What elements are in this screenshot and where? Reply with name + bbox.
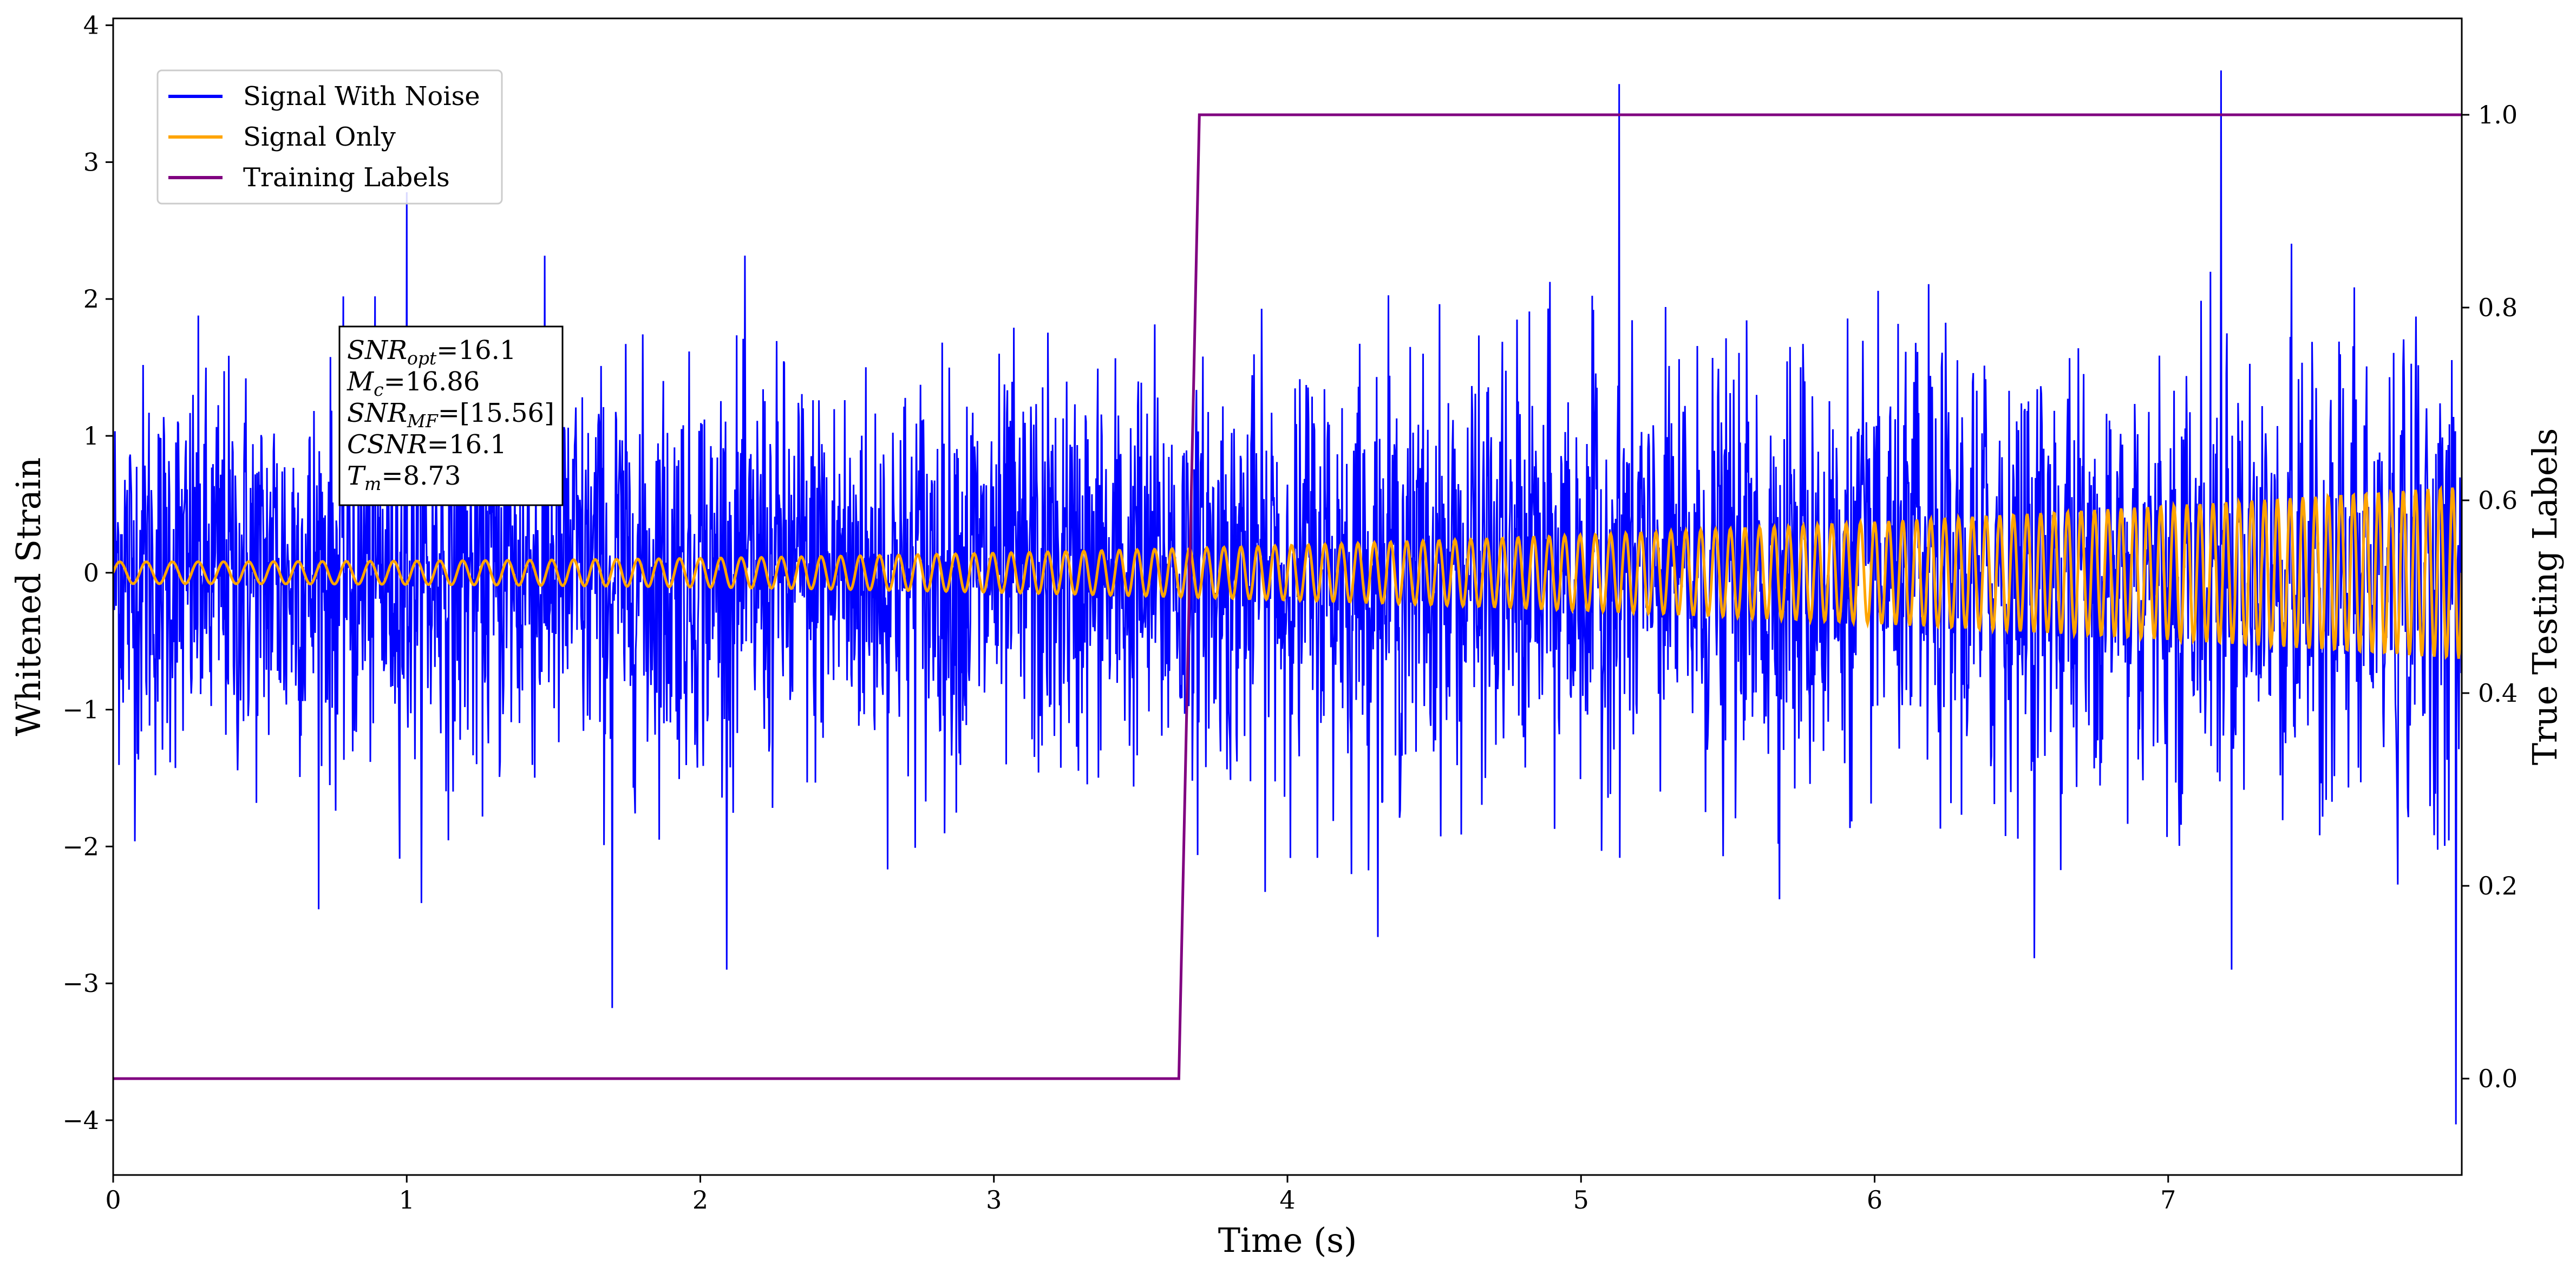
annotation-box: SNRopt=16.1Mc=16.86SNRMF=[15.56]CSNR=16.… bbox=[338, 325, 564, 506]
y-tick-label: 3 bbox=[83, 147, 99, 177]
annotation-line: Mc=16.86 bbox=[346, 367, 480, 400]
y-tick-label: 0 bbox=[83, 558, 99, 587]
y2-axis-label: True Testing Labels bbox=[2525, 428, 2565, 766]
x-tick-label: 2 bbox=[692, 1185, 708, 1215]
y2-tick-label: 0.4 bbox=[2478, 678, 2518, 708]
y2-tick-label: 0.0 bbox=[2478, 1064, 2518, 1093]
y2-tick-label: 0.2 bbox=[2478, 871, 2518, 900]
annotation-line: SNRopt=16.1 bbox=[347, 335, 516, 369]
y-axis-right: 0.0 0.2 0.4 0.6 0.8 1.0 bbox=[2462, 100, 2518, 1093]
legend-label: Training Labels bbox=[243, 162, 450, 193]
y-tick-label: −2 bbox=[62, 832, 99, 861]
x-tick-label: 6 bbox=[1867, 1185, 1882, 1215]
legend: Signal With Noise Signal Only Training Lab… bbox=[156, 69, 503, 205]
y-tick-label: −3 bbox=[62, 969, 99, 998]
y-axis-left: −4 −3 −2 −1 0 1 2 3 4 bbox=[62, 11, 113, 1135]
plot-series-layer bbox=[113, 70, 2462, 1125]
y-tick-label: −4 bbox=[62, 1106, 99, 1135]
series-signal-only bbox=[113, 485, 2462, 660]
legend-label: Signal With Noise bbox=[243, 81, 480, 112]
x-tick-label: 0 bbox=[105, 1185, 121, 1215]
series-training-labels bbox=[113, 113, 2462, 1080]
annotation-line: Tm=8.73 bbox=[347, 461, 461, 494]
x-tick-label: 3 bbox=[986, 1185, 1002, 1215]
legend-frame bbox=[156, 69, 503, 205]
annotation-frame bbox=[338, 325, 564, 506]
y-tick-label: 1 bbox=[83, 421, 99, 451]
y2-tick-label: 0.8 bbox=[2478, 293, 2518, 322]
annotation-line: CSNR=16.1 bbox=[347, 429, 507, 460]
legend-label: Signal Only bbox=[243, 122, 396, 152]
x-tick-label: 7 bbox=[2160, 1185, 2176, 1215]
x-axis-label: Time (s) bbox=[1218, 1220, 1357, 1260]
y2-tick-label: 0.6 bbox=[2478, 486, 2518, 515]
y-tick-label: 4 bbox=[83, 11, 99, 40]
y2-tick-label: 1.0 bbox=[2478, 100, 2518, 129]
y-tick-label: 2 bbox=[83, 284, 99, 314]
x-tick-label: 5 bbox=[1573, 1185, 1589, 1215]
y-axis-label: Whitened Strain bbox=[9, 458, 48, 736]
y-tick-label: −1 bbox=[62, 695, 99, 724]
x-tick-label: 1 bbox=[399, 1185, 415, 1215]
annotation-line: SNRMF=[15.56] bbox=[347, 398, 554, 432]
x-axis: 0 1 2 3 4 5 6 7 bbox=[105, 1175, 2176, 1215]
x-tick-label: 4 bbox=[1279, 1185, 1295, 1215]
